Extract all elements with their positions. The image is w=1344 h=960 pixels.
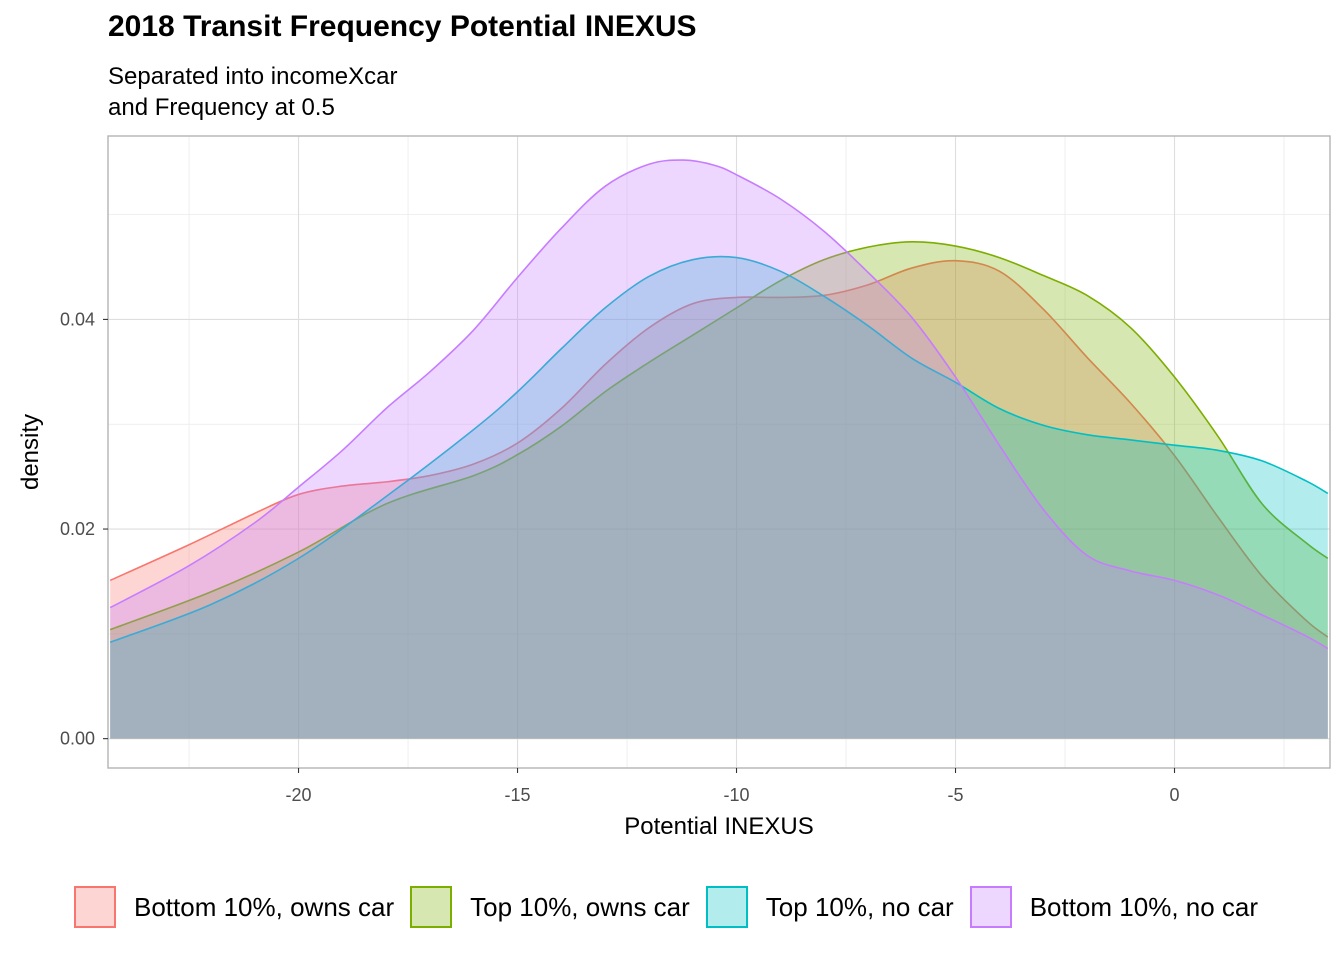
density-line-bottom-10-owns-car: [109, 259, 1329, 638]
legend-key-bottom-10-no-car: [969, 886, 1012, 928]
legend-label: Top 10%, no car: [765, 891, 954, 922]
subtitle-line-2: and Frequency at 0.5: [108, 94, 335, 121]
subtitle-line-1: Separated into incomeXcar: [108, 63, 398, 90]
density-area-top-10-no-car: [110, 256, 1328, 739]
legend: Bottom 10%, owns car Top 10%, owns car T…: [74, 884, 1344, 930]
x-tick-label: 0: [1170, 785, 1180, 805]
density-line-top-10-owns-car: [109, 241, 1329, 631]
legend-key-top-10-owns-car: [410, 886, 453, 928]
legend-key-bottom-10-owns-car: [74, 886, 116, 928]
density-line-bottom-10-no-car: [109, 159, 1329, 650]
y-tick-label: 0.04: [60, 309, 95, 329]
density-chart: -20 -15 -10 -5 0 0.00 0.02 0.04 Potential INEXUS…: [17, 135, 1331, 840]
legend-label: Top 10%, owns car: [470, 891, 690, 922]
legend-item-top-10-no-car[interactable]: Top 10%, no car: [705, 886, 954, 928]
density-series-group: [109, 159, 1329, 739]
x-tick-label: -15: [505, 785, 531, 805]
legend-item-top-10-owns-car[interactable]: Top 10%, owns car: [410, 886, 690, 928]
y-tick-label: 0.02: [60, 519, 95, 539]
density-area-bottom-10-no-car: [110, 160, 1328, 739]
density-area-bottom-10-owns-car: [110, 260, 1328, 739]
y-tick-label: 0.00: [60, 729, 95, 749]
density-area-top-10-owns-car: [110, 241, 1328, 739]
x-tick-label: -20: [286, 785, 312, 805]
x-tick-label: -10: [724, 785, 750, 805]
chart-title: 2018 Transit Frequency Potential INEXUS: [108, 10, 697, 43]
legend-label: Bottom 10%, no car: [1029, 891, 1259, 922]
legend-item-bottom-10-owns-car[interactable]: Bottom 10%, owns car: [74, 886, 394, 928]
x-axis-title: Potential INEXUS: [624, 813, 813, 840]
legend-item-bottom-10-no-car[interactable]: Bottom 10%, no car: [969, 886, 1259, 928]
x-tick-label: -5: [948, 785, 964, 805]
plot-border: [107, 135, 1331, 769]
legend-label: Bottom 10%, owns car: [134, 891, 395, 922]
y-axis-title: density: [17, 414, 44, 490]
legend-key-top-10-no-car: [705, 886, 748, 928]
density-line-top-10-no-car: [109, 255, 1329, 643]
chart-subtitle: Separated into incomeXcar and Frequency …: [108, 61, 398, 123]
plot-panel: [108, 136, 1330, 768]
